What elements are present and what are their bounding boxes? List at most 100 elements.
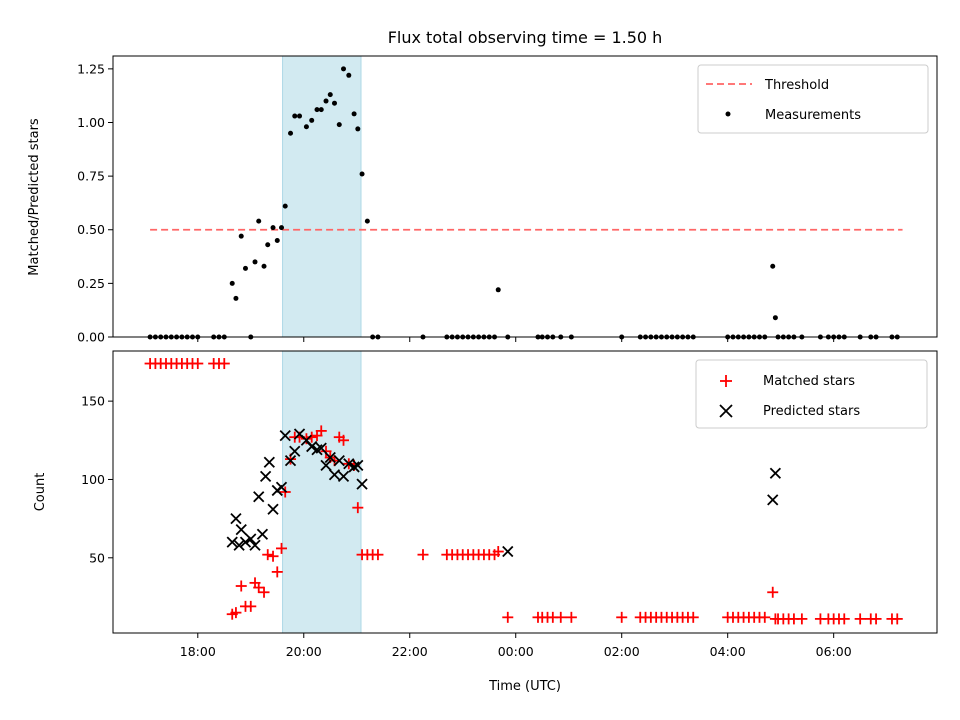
x-tick-label: 18:00 [180, 644, 216, 659]
measurement-point [309, 117, 315, 123]
predicted-star-point [253, 491, 265, 503]
predicted-star-point [333, 455, 345, 467]
x-tick-label: 02:00 [604, 644, 640, 659]
predicted-star-point [259, 470, 272, 482]
top-y-tick-label: 1.25 [77, 61, 105, 76]
measurement-point [233, 295, 239, 301]
x-tick-label: 04:00 [710, 644, 746, 659]
predicted-star-point [263, 456, 275, 468]
predicted-star-point [767, 494, 779, 506]
matched-star-point [492, 546, 504, 558]
matched-star-point [870, 613, 882, 625]
matched-star-point [192, 358, 204, 370]
measurement-point [359, 171, 365, 177]
predicted-star-point [239, 536, 252, 548]
matched-star-point [854, 613, 866, 625]
x-axis-label: Time (UTC) [488, 679, 561, 694]
top-y-tick-label: 1.00 [77, 115, 105, 130]
bottom-y-axis-label: Count [33, 473, 48, 512]
predicted-star-point [245, 533, 257, 545]
bottom-y-tick-label: 150 [81, 394, 105, 409]
measurement-point [341, 66, 347, 72]
matched-star-point [502, 611, 514, 623]
measurement-point [351, 111, 357, 117]
measurement-point [364, 218, 370, 224]
matched-star-point [315, 425, 327, 437]
observing-window-shade [282, 350, 362, 634]
measurement-point [346, 72, 352, 78]
bottom-legend: Matched stars Predicted stars [695, 359, 928, 429]
measurement-point [256, 218, 262, 224]
matched-star-point [276, 542, 288, 554]
matched-star-point [555, 611, 567, 623]
observing-window-shade [282, 55, 362, 338]
matched-star-point [235, 580, 247, 592]
measurement-point [323, 98, 329, 104]
x-tick-label: 06:00 [816, 644, 852, 659]
predicted-star-point [279, 429, 291, 442]
measurement-point [331, 100, 337, 106]
matched-star-point [258, 586, 270, 598]
measurement-point [265, 242, 271, 248]
matched-star-point [338, 434, 350, 446]
matched-star-point [253, 582, 265, 594]
predicted-star-point [249, 539, 261, 551]
bottom-y-tick-label: 100 [81, 472, 105, 487]
top-y-tick-label: 0.00 [77, 330, 105, 345]
predicted-star-point [275, 481, 288, 493]
bottom-y-tick-label: 50 [89, 550, 105, 565]
predicted-star-point [343, 458, 355, 470]
measurement-point [495, 287, 501, 293]
bottom-axes-frame [112, 350, 938, 634]
predicted-star-point [233, 539, 245, 551]
measurement-point [238, 233, 244, 239]
matched-legend-swatch [720, 375, 732, 387]
predicted-star-point [284, 455, 297, 467]
matched-star-point [565, 611, 577, 623]
measurement-point [261, 263, 267, 269]
matched-star-point [320, 445, 332, 457]
measurement-point [229, 280, 235, 286]
matched-legend-label: Matched stars [763, 374, 855, 389]
x-tick-label: 00:00 [498, 644, 534, 659]
measurements-legend-label: Measurements [765, 108, 861, 123]
top-y-tick-label: 0.50 [77, 222, 105, 237]
predicted-star-point [356, 478, 368, 490]
top-axes-frame [112, 55, 938, 338]
matched-star-point [767, 586, 779, 598]
predicted-star-point [306, 440, 318, 453]
top-y-axis-label: Matched/Predicted stars [27, 118, 42, 276]
predicted-star-point [256, 528, 269, 540]
top-legend: Threshold Measurements [697, 64, 929, 134]
predicted-star-point [328, 469, 341, 481]
predicted-star-point [337, 470, 350, 482]
measurement-point [270, 225, 276, 231]
matched-star-point [372, 549, 384, 561]
matched-star-point [218, 358, 230, 370]
matched-star-point [262, 549, 274, 561]
predicted-star-point [352, 459, 364, 472]
chart-title: Flux total observing time = 1.50 h [388, 28, 663, 47]
predicted-star-point [226, 536, 238, 548]
matched-star-point [891, 613, 903, 625]
matched-star-point [267, 550, 279, 562]
predicted-star-point [502, 545, 514, 558]
measurement-point [770, 263, 776, 269]
predicted-star-point [235, 523, 247, 536]
matched-star-point [306, 431, 318, 443]
predicted-star-point [769, 467, 782, 479]
matched-star-point [616, 611, 628, 623]
bottom-panel: 50 100 150 18:00 20:00 22:00 00:00 02:00 04:00 0… [33, 350, 938, 694]
measurement-point [297, 113, 303, 119]
measurement-point [336, 122, 342, 128]
measurement-point [772, 315, 778, 321]
predicted-legend-swatch [719, 404, 733, 418]
measurement-point [355, 126, 361, 132]
measurement-point [252, 259, 258, 265]
matched-star-point [796, 613, 808, 625]
top-y-tick-label: 0.25 [77, 276, 105, 291]
top-panel: 0.00 0.25 0.50 0.75 1.00 1.25 Matched/Predict… [27, 55, 938, 345]
measurement-point [279, 225, 285, 231]
measurement-point [292, 113, 298, 119]
